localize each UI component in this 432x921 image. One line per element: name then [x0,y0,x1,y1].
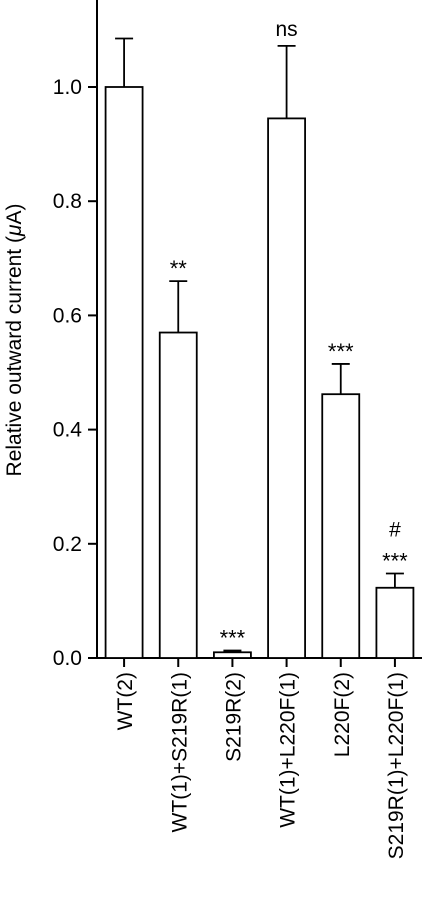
significance-label-2: *** [220,626,246,651]
category-label-2: S219R(2) [222,672,245,762]
significance-extra-5: # [389,518,401,541]
category-label-5: S219R(1)+L220F(1) [385,672,408,859]
bar-3 [267,117,306,659]
x-axis: WT(2) WT(1)+S219R(1) S219R(2) WT(1)+L220F(1… [97,657,422,859]
bar-4 [321,393,361,659]
y-axis: 0.0 0.2 0.4 0.6 0.8 1.0 [53,0,98,670]
category-label-0: WT(2) [114,672,137,730]
bar-5 [375,586,415,659]
y-tick-label: 0.8 [53,190,82,213]
bars [104,37,415,659]
y-tick-label: 0.4 [53,419,83,442]
y-tick-label: 1.0 [53,76,82,99]
labels: *****ns******# [170,18,409,651]
y-tick-label: 0.2 [53,533,82,556]
significance-label-5: *** [382,548,408,573]
category-label-4: L220F(2) [331,672,354,757]
significance-label-4: *** [328,339,354,364]
bar-1 [158,331,198,659]
y-axis-label: Relative outward current (μA) [3,204,26,477]
bar-0 [104,86,144,659]
category-label-3: WT(1)+L220F(1) [277,672,300,828]
bar-2 [213,651,252,659]
significance-label-1: ** [170,256,188,281]
y-tick-label: 0.0 [53,647,82,670]
significance-label-3: ns [275,18,297,41]
y-tick-label: 0.6 [53,304,82,327]
category-label-1: WT(1)+S219R(1) [168,672,191,832]
